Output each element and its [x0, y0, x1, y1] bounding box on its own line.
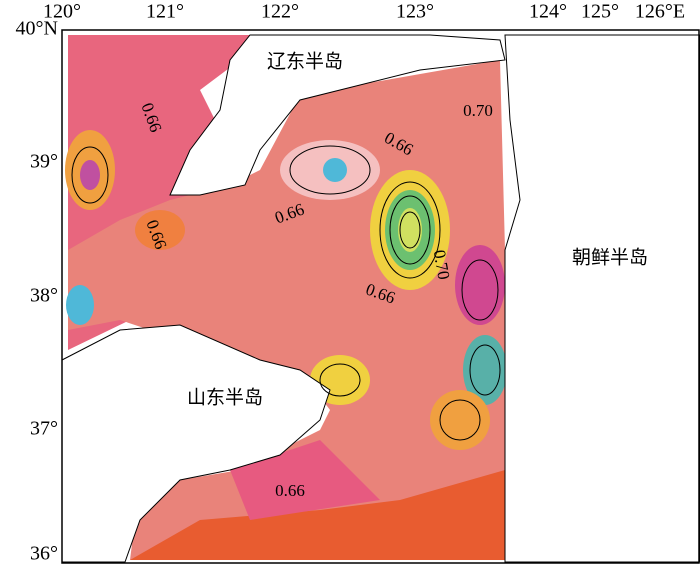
lon-label: 122°	[261, 1, 299, 23]
contour-label: 0.70	[430, 248, 454, 281]
map-frame	[61, 29, 700, 564]
lon-label: 124°	[529, 1, 567, 23]
lon-label: 125°	[581, 1, 619, 23]
lat-label: 38°	[30, 285, 58, 307]
lat-label: 40°N	[16, 18, 58, 40]
place-label: 辽东半岛	[267, 51, 343, 73]
lon-label: 120°	[43, 1, 81, 23]
lon-label: 123°	[396, 1, 434, 23]
lon-label: 126°E	[635, 1, 685, 23]
land	[61, 34, 700, 563]
contour-lines	[71, 145, 501, 441]
place-label: 朝鲜半岛	[572, 247, 648, 269]
contour-label: 0.66	[275, 481, 305, 500]
place-label: 山东半岛	[187, 387, 263, 409]
lat-label: 36°	[30, 543, 58, 565]
contour-label: 0.70	[463, 101, 493, 120]
lat-label: 39°	[30, 151, 58, 173]
lat-label: 37°	[30, 418, 58, 440]
lon-label: 121°	[146, 1, 184, 23]
